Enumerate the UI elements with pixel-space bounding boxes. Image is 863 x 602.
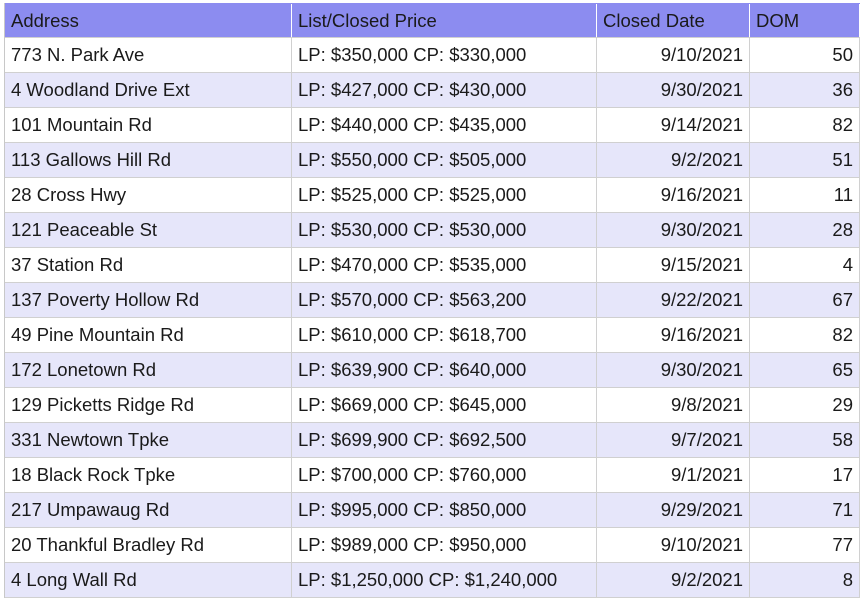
table-cell: LP: $669,000 CP: $645,000 <box>292 388 597 422</box>
table-cell: LP: $989,000 CP: $950,000 <box>292 528 597 562</box>
table-cell: 9/10/2021 <box>597 38 750 72</box>
spreadsheet-table: Address List/Closed Price Closed Date DOM 77… <box>4 3 860 598</box>
table-cell: 77 <box>750 528 860 562</box>
table-row: 20 Thankful Bradley Rd LP: $989,000 CP: $… <box>5 528 860 563</box>
table-cell: 331 Newtown Tpke <box>5 423 292 457</box>
table-cell: 36 <box>750 73 860 107</box>
column-header: List/Closed Price <box>292 4 597 37</box>
table-cell: 137 Poverty Hollow Rd <box>5 283 292 317</box>
column-header: Closed Date <box>597 4 750 37</box>
table-row: 129 Picketts Ridge Rd LP: $669,000 CP: $6… <box>5 388 860 423</box>
column-header: Address <box>5 4 292 37</box>
table-row: 121 Peaceable St LP: $530,000 CP: $530,00… <box>5 213 860 248</box>
table-cell: 9/8/2021 <box>597 388 750 422</box>
table-row: 4 Long Wall Rd LP: $1,250,000 CP: $1,240,… <box>5 563 860 598</box>
table-cell: 9/2/2021 <box>597 563 750 597</box>
table-cell: 121 Peaceable St <box>5 213 292 247</box>
table-cell: 9/30/2021 <box>597 213 750 247</box>
table-cell: LP: $700,000 CP: $760,000 <box>292 458 597 492</box>
table-cell: 773 N. Park Ave <box>5 38 292 72</box>
table-row: 101 Mountain Rd LP: $440,000 CP: $435,000… <box>5 108 860 143</box>
table-cell: LP: $350,000 CP: $330,000 <box>292 38 597 72</box>
table-cell: 28 Cross Hwy <box>5 178 292 212</box>
table-cell: 17 <box>750 458 860 492</box>
table-cell: LP: $470,000 CP: $535,000 <box>292 248 597 282</box>
table-row: 28 Cross Hwy LP: $525,000 CP: $525,000 9/1… <box>5 178 860 213</box>
table-cell: 9/22/2021 <box>597 283 750 317</box>
table-cell: LP: $440,000 CP: $435,000 <box>292 108 597 142</box>
table-cell: 217 Umpawaug Rd <box>5 493 292 527</box>
table-cell: 51 <box>750 143 860 177</box>
table-row: 49 Pine Mountain Rd LP: $610,000 CP: $618… <box>5 318 860 353</box>
table-cell: 4 Woodland Drive Ext <box>5 73 292 107</box>
table-cell: 9/2/2021 <box>597 143 750 177</box>
table-cell: 58 <box>750 423 860 457</box>
table-cell: 82 <box>750 108 860 142</box>
column-header: DOM <box>750 4 860 37</box>
table-cell: 11 <box>750 178 860 212</box>
table-cell: 82 <box>750 318 860 352</box>
table-cell: 9/15/2021 <box>597 248 750 282</box>
table-cell: 71 <box>750 493 860 527</box>
table-cell: 37 Station Rd <box>5 248 292 282</box>
table-cell: LP: $639,900 CP: $640,000 <box>292 353 597 387</box>
table-row: 773 N. Park Ave LP: $350,000 CP: $330,000… <box>5 38 860 73</box>
table-row: 113 Gallows Hill Rd LP: $550,000 CP: $505… <box>5 143 860 178</box>
table-cell: 4 Long Wall Rd <box>5 563 292 597</box>
table-cell: LP: $610,000 CP: $618,700 <box>292 318 597 352</box>
header-row: Address List/Closed Price Closed Date DOM <box>5 3 860 38</box>
table-cell: 18 Black Rock Tpke <box>5 458 292 492</box>
table-cell: 50 <box>750 38 860 72</box>
table-row: 217 Umpawaug Rd LP: $995,000 CP: $850,000… <box>5 493 860 528</box>
table-cell: 9/16/2021 <box>597 178 750 212</box>
table-cell: 129 Picketts Ridge Rd <box>5 388 292 422</box>
table-row: 137 Poverty Hollow Rd LP: $570,000 CP: $5… <box>5 283 860 318</box>
table-cell: 172 Lonetown Rd <box>5 353 292 387</box>
table-cell: 29 <box>750 388 860 422</box>
table-cell: LP: $995,000 CP: $850,000 <box>292 493 597 527</box>
table-row: 37 Station Rd LP: $470,000 CP: $535,000 9/… <box>5 248 860 283</box>
table-cell: 67 <box>750 283 860 317</box>
table-cell: 9/29/2021 <box>597 493 750 527</box>
table-row: 4 Woodland Drive Ext LP: $427,000 CP: $43… <box>5 73 860 108</box>
table-cell: LP: $525,000 CP: $525,000 <box>292 178 597 212</box>
table-cell: LP: $570,000 CP: $563,200 <box>292 283 597 317</box>
table-cell: LP: $530,000 CP: $530,000 <box>292 213 597 247</box>
table-cell: 9/1/2021 <box>597 458 750 492</box>
table-cell: 4 <box>750 248 860 282</box>
table-cell: LP: $1,250,000 CP: $1,240,000 <box>292 563 597 597</box>
table-cell: 101 Mountain Rd <box>5 108 292 142</box>
table-cell: 9/10/2021 <box>597 528 750 562</box>
table-cell: LP: $550,000 CP: $505,000 <box>292 143 597 177</box>
table-cell: 49 Pine Mountain Rd <box>5 318 292 352</box>
table-cell: 28 <box>750 213 860 247</box>
table-row: 172 Lonetown Rd LP: $639,900 CP: $640,000… <box>5 353 860 388</box>
table-cell: LP: $427,000 CP: $430,000 <box>292 73 597 107</box>
table-cell: 65 <box>750 353 860 387</box>
table-cell: LP: $699,900 CP: $692,500 <box>292 423 597 457</box>
table-cell: 9/30/2021 <box>597 353 750 387</box>
table-row: 331 Newtown Tpke LP: $699,900 CP: $692,50… <box>5 423 860 458</box>
table-cell: 9/16/2021 <box>597 318 750 352</box>
table-cell: 8 <box>750 563 860 597</box>
table-cell: 9/14/2021 <box>597 108 750 142</box>
table-row: 18 Black Rock Tpke LP: $700,000 CP: $760,… <box>5 458 860 493</box>
table-cell: 113 Gallows Hill Rd <box>5 143 292 177</box>
table-cell: 9/7/2021 <box>597 423 750 457</box>
table-cell: 9/30/2021 <box>597 73 750 107</box>
table-cell: 20 Thankful Bradley Rd <box>5 528 292 562</box>
